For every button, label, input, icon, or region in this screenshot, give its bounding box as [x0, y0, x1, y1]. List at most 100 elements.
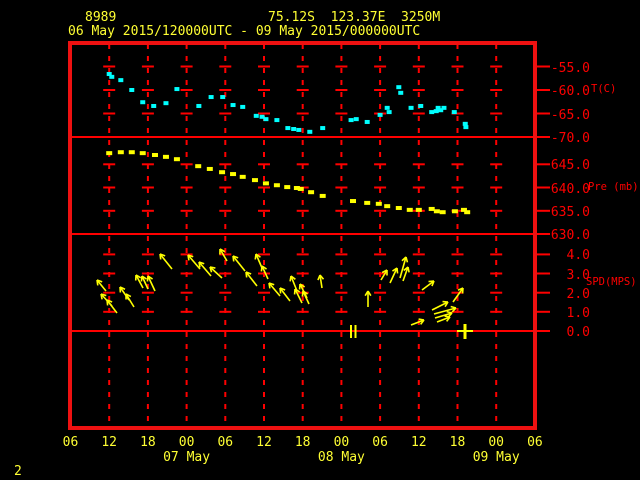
wind-vector-head: [140, 275, 143, 282]
wind-vector: [198, 261, 212, 277]
pressure-point: [117, 150, 124, 155]
pressure-point: [428, 206, 435, 211]
pressure-point: [439, 210, 446, 215]
wind-vector-head: [445, 316, 451, 322]
temperature-point: [307, 129, 313, 134]
temperature-point: [109, 74, 115, 79]
wind-vector-head: [96, 279, 103, 283]
temperature-point: [296, 127, 302, 132]
pressure-point: [273, 183, 280, 188]
wind-vector-head: [294, 288, 301, 293]
wind-vector: [294, 288, 303, 304]
panel-axis-label: SPD(MPS): [586, 276, 637, 288]
temperature-point: [240, 104, 246, 109]
temperature-point: [353, 117, 359, 122]
pressure-point: [195, 164, 202, 169]
x-hour-label: 06: [62, 435, 79, 450]
plot-border-box: [68, 41, 537, 430]
wind-vector: [399, 256, 407, 279]
panel-axis-label: Pre (mb): [588, 181, 639, 193]
wind-vector-head: [209, 266, 213, 273]
y-tick-label: 3.0: [566, 267, 590, 283]
y-tick-label: -65.0: [550, 107, 590, 123]
temperature-point: [320, 126, 326, 131]
wind-vector: [209, 266, 223, 279]
pressure-point: [293, 186, 300, 191]
temperature-point: [174, 87, 180, 92]
pressure-point: [139, 151, 146, 156]
x-hour-label: 06: [527, 435, 543, 450]
wind-vector-head: [219, 248, 226, 253]
temperature-point: [106, 72, 112, 77]
wind-vector-head: [187, 254, 190, 261]
pressure-point: [460, 207, 467, 212]
temperature-point: [438, 108, 444, 113]
temperature-point: [433, 109, 439, 114]
station-id: 8989: [85, 10, 117, 25]
wind-vector-head: [396, 267, 399, 274]
y-tick-label: 640.0: [550, 181, 590, 197]
wind-vector: [279, 287, 291, 302]
wind-vector-head: [405, 256, 409, 263]
wind-vector-head: [147, 275, 154, 280]
temperature-point: [398, 90, 404, 95]
wind-vector-head: [260, 265, 263, 272]
wind-vector-head: [106, 299, 109, 306]
y-tick-label: 635.0: [550, 204, 590, 220]
x-date-label: 07 May: [163, 450, 211, 465]
wind-vector-head: [364, 290, 369, 297]
wind-vector-head: [141, 275, 147, 280]
panel-axis-label: T(C): [591, 83, 617, 95]
wind-vector: [319, 274, 323, 289]
y-tick-label: 630.0: [550, 228, 590, 243]
wind-vector-head: [444, 301, 449, 308]
temperature-point: [386, 110, 392, 115]
pressure-point: [297, 186, 304, 191]
wind-vector-head: [119, 286, 126, 290]
wind-vector-head: [319, 274, 325, 280]
wind-vector: [402, 266, 409, 282]
x-hour-label: 12: [101, 435, 118, 450]
pressure-point: [262, 181, 269, 186]
pressure-point: [308, 190, 315, 195]
x-hour-label: 00: [333, 435, 350, 450]
temperature-point: [253, 113, 259, 118]
pressure-point: [384, 204, 391, 209]
wind-vector-head: [100, 293, 107, 297]
wind-vector: [255, 253, 263, 269]
wind-vector-head: [209, 266, 216, 269]
wind-vector: [436, 316, 451, 323]
temperature-point: [118, 78, 124, 83]
wind-vector: [96, 279, 107, 292]
y-tick-label: -60.0: [550, 84, 590, 99]
y-tick-label: -70.0: [550, 131, 590, 146]
temperature-point: [463, 125, 469, 130]
x-hour-label: 00: [488, 435, 505, 450]
wind-vector-head: [268, 282, 271, 289]
temperature-point: [384, 105, 390, 110]
temperature-point: [429, 110, 435, 115]
temperature-point: [259, 114, 265, 119]
wind-vector-head: [279, 287, 282, 294]
wind-vector: [245, 271, 258, 287]
wind-vector: [421, 280, 435, 291]
pressure-point: [128, 150, 135, 155]
station-location: 75.12S 123.37E 3250M: [268, 10, 441, 25]
wind-vector: [410, 319, 425, 326]
temperature-point: [163, 101, 169, 106]
wind-vector-head: [299, 283, 306, 288]
temperature-point: [364, 119, 370, 124]
wind-vector-head: [403, 266, 409, 272]
wind-vector-head: [198, 261, 201, 268]
wind-vector-head: [317, 274, 321, 281]
pressure-point: [151, 153, 158, 157]
wind-vector-head: [419, 319, 425, 325]
x-hour-label: 12: [256, 435, 272, 450]
temperature-point: [220, 95, 226, 100]
x-hour-label: 12: [410, 435, 427, 450]
pressure-point: [375, 201, 382, 206]
temperature-point: [408, 105, 414, 110]
wind-vector: [261, 265, 269, 280]
pressure-point: [433, 209, 440, 214]
